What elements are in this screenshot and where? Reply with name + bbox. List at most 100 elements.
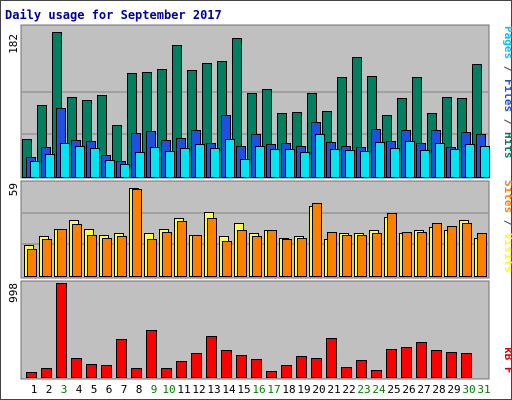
x-tick-label: 12 — [192, 383, 205, 396]
x-tick-label: 14 — [222, 383, 236, 396]
bar-pages — [375, 142, 385, 178]
bar-sites — [147, 239, 157, 277]
side-legend-segment: Visits — [502, 233, 512, 273]
x-tick-label: 13 — [207, 383, 220, 396]
x-tick-label: 29 — [447, 383, 460, 396]
bar-kb-f — [161, 368, 172, 378]
side-legend-segment: Sites — [502, 180, 512, 213]
bar-pages — [90, 148, 100, 178]
bar-sites — [177, 221, 187, 277]
x-tick-label: 1 — [31, 383, 38, 396]
bar-sites — [297, 238, 307, 277]
bar-sites — [327, 232, 337, 277]
x-tick-label: 23 — [357, 383, 370, 396]
bar-kb-f — [146, 330, 157, 378]
bar-pages — [480, 146, 490, 178]
bar-sites — [237, 230, 247, 277]
bar-pages — [360, 151, 370, 178]
bar-pages — [45, 154, 55, 178]
x-tick-label: 4 — [76, 383, 83, 396]
bar-kb-f — [176, 361, 187, 378]
bar-sites — [72, 224, 82, 277]
side-legend-segment: / — [502, 213, 512, 233]
bar-pages — [195, 144, 205, 178]
y-max-label-kbf: 998 — [7, 283, 20, 303]
bar-pages — [330, 149, 340, 178]
x-tick-label: 2 — [46, 383, 53, 396]
x-tick-label: 27 — [417, 383, 430, 396]
bar-kb-f — [446, 352, 457, 378]
bar-kb-f — [56, 283, 67, 378]
bar-pages — [180, 148, 190, 178]
bar-kb-f — [326, 338, 337, 378]
bar-kb-f — [221, 350, 232, 378]
bar-kb-f — [101, 365, 112, 378]
bar-sites — [87, 235, 97, 277]
bar-pages — [270, 149, 280, 178]
bar-kb-f — [131, 368, 142, 378]
bar-pages — [120, 164, 130, 178]
bar-sites — [27, 249, 37, 277]
bars-layer — [22, 32, 490, 378]
bar-sites — [282, 239, 292, 277]
bar-pages — [255, 146, 265, 178]
bar-kb-f — [251, 359, 262, 378]
label-layer: 1 2 3 4 5 6 7 8 9 10 11 12 13 14 15 16 17 18 19 20 21 22 23 24 2… — [31, 383, 491, 396]
bar-pages — [435, 143, 445, 178]
bar-kb-f — [86, 364, 97, 378]
bar-pages — [405, 141, 415, 178]
side-legend-segment: Pages — [502, 26, 512, 59]
x-tick-label: 15 — [237, 383, 250, 396]
x-tick-label: 26 — [402, 383, 415, 396]
side-legend-visits-sites: Sites / Visits — [502, 180, 512, 273]
side-legend-segment: / — [502, 59, 512, 79]
bar-kb-f — [236, 355, 247, 378]
bar-kb-f — [296, 356, 307, 378]
side-legend-segment: Hits — [502, 132, 512, 159]
bar-pages — [450, 149, 460, 178]
bar-kb-f — [266, 371, 277, 378]
bar-sites — [447, 226, 457, 277]
bar-sites — [417, 232, 427, 277]
bar-pages — [135, 152, 145, 178]
bar-kb-f — [431, 350, 442, 378]
bar-sites — [432, 223, 442, 277]
bar-pages — [300, 152, 310, 178]
bar-sites — [102, 238, 112, 277]
x-tick-label: 25 — [387, 383, 400, 396]
bar-sites — [372, 233, 382, 277]
bar-kb-f — [281, 365, 292, 378]
x-tick-label: 7 — [121, 383, 128, 396]
side-legend-kbf: kB F — [502, 347, 512, 374]
x-tick-label: 6 — [106, 383, 113, 396]
bar-pages — [60, 143, 70, 178]
bar-kb-f — [26, 372, 37, 378]
x-tick-label: 20 — [312, 383, 325, 396]
bar-pages — [390, 148, 400, 178]
bar-sites — [342, 235, 352, 277]
bar-kb-f — [116, 339, 127, 378]
side-legend-pages-files-hits: Pages / Files / Hits — [502, 26, 512, 159]
side-legend-segment: / — [502, 112, 512, 132]
bar-kb-f — [416, 342, 427, 378]
bar-pages — [105, 160, 115, 178]
bar-kb-f — [41, 368, 52, 378]
bar-sites — [387, 213, 397, 277]
bar-sites — [402, 232, 412, 277]
bar-pages — [285, 149, 295, 178]
x-tick-label: 19 — [297, 383, 310, 396]
bar-sites — [162, 232, 172, 277]
x-tick-label: 3 — [61, 383, 68, 396]
x-tick-label: 30 — [462, 383, 475, 396]
x-tick-label: 17 — [267, 383, 280, 396]
x-tick-label: 5 — [91, 383, 98, 396]
bar-pages — [30, 161, 40, 178]
bar-sites — [357, 235, 367, 277]
bar-pages — [225, 139, 235, 178]
bar-sites — [117, 236, 127, 277]
y-max-label-pages-files-hits: 182 — [7, 34, 20, 54]
bar-pages — [210, 148, 220, 178]
bar-sites — [42, 239, 52, 277]
bar-sites — [207, 218, 217, 277]
bar-pages — [75, 146, 85, 178]
